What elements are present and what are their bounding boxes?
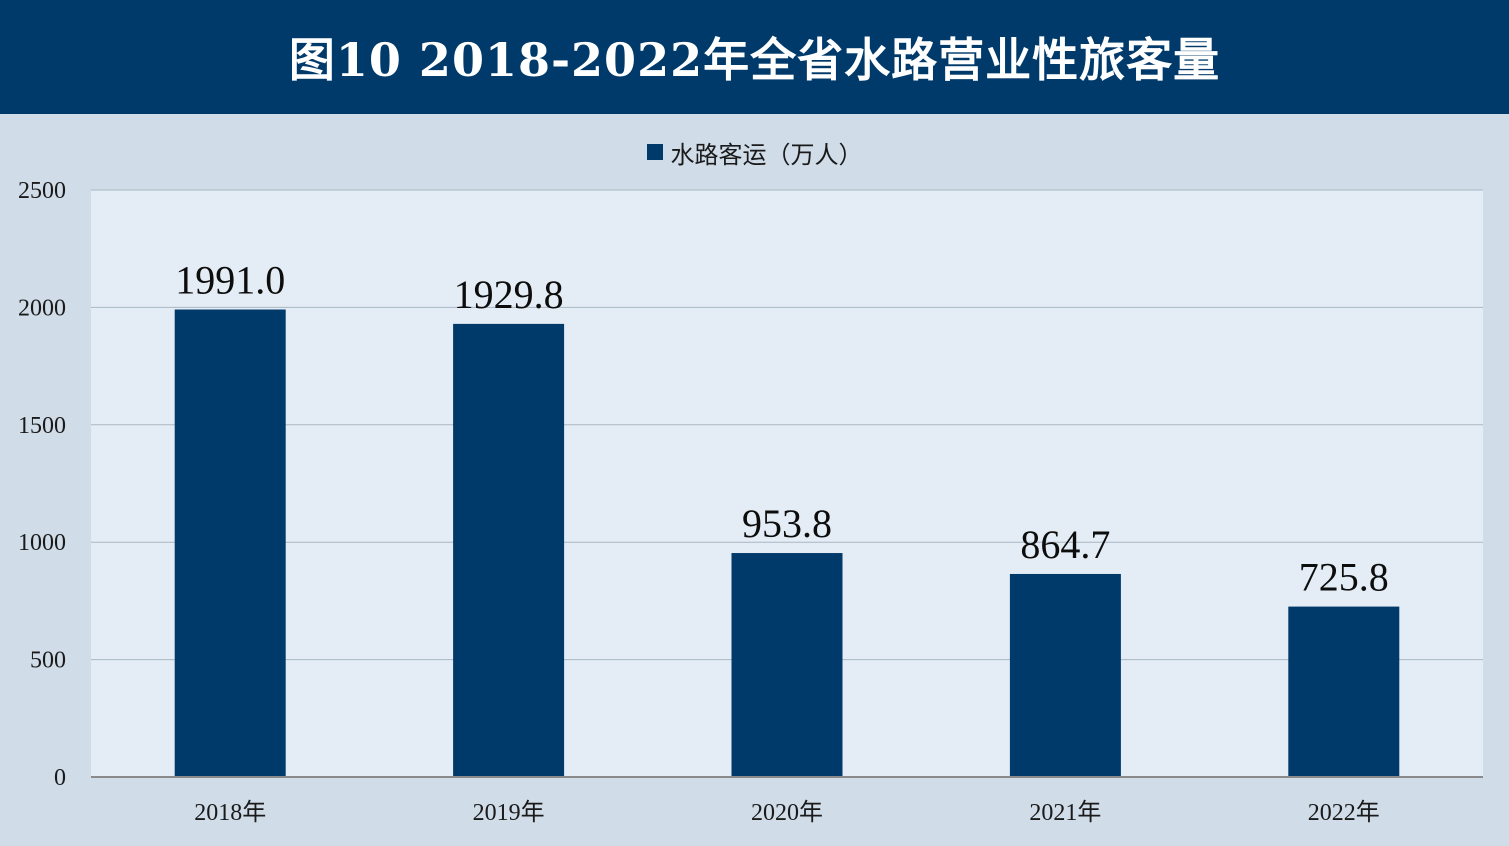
y-tick-label: 1000	[18, 530, 66, 556]
chart-title: 图10 2018-2022年全省水路营业性旅客量	[288, 33, 1221, 87]
legend-swatch	[646, 144, 663, 160]
y-tick-label: 2500	[18, 178, 66, 204]
x-tick-label: 2022年	[1308, 799, 1380, 826]
chart-legend: 水路客运（万人）	[0, 134, 1509, 170]
y-tick-label: 0	[54, 765, 66, 791]
x-tick-label: 2020年	[751, 799, 823, 826]
legend-label: 水路客运（万人）	[670, 140, 863, 169]
data-label: 1929.8	[454, 272, 564, 317]
data-label: 953.8	[742, 501, 832, 546]
data-label: 1991.0	[175, 258, 285, 303]
bar	[731, 553, 843, 777]
data-label: 864.7	[1020, 522, 1110, 567]
chart-title-bar: 图10 2018-2022年全省水路营业性旅客量	[0, 0, 1509, 114]
bar	[1288, 606, 1400, 777]
y-tick-label: 2000	[18, 295, 66, 321]
data-label: 725.8	[1299, 555, 1389, 600]
bar	[1009, 573, 1121, 777]
x-tick-label: 2019年	[473, 799, 545, 826]
y-tick-label: 1500	[18, 413, 66, 439]
x-tick-label: 2018年	[194, 799, 266, 826]
bar	[174, 309, 286, 777]
y-tick-label: 500	[30, 648, 66, 674]
bar	[453, 323, 565, 777]
x-tick-label: 2021年	[1029, 799, 1101, 826]
